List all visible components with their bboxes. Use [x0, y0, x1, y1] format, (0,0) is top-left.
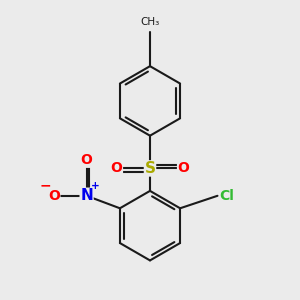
- Text: S: S: [145, 161, 155, 176]
- Text: Cl: Cl: [220, 189, 234, 203]
- Text: O: O: [178, 161, 190, 176]
- Text: CH₃: CH₃: [140, 17, 160, 27]
- Text: O: O: [81, 153, 93, 167]
- Text: −: −: [39, 178, 51, 193]
- Text: +: +: [90, 181, 99, 190]
- Text: O: O: [48, 189, 60, 203]
- Text: N: N: [80, 188, 93, 203]
- Text: O: O: [110, 161, 122, 176]
